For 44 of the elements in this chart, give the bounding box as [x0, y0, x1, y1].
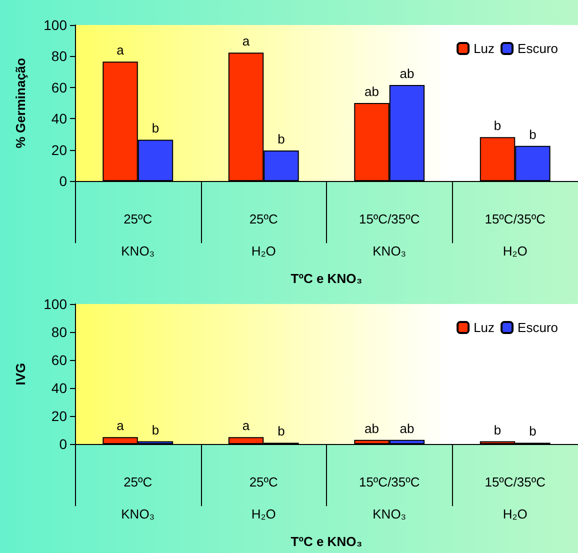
data-label: b: [529, 126, 536, 142]
y-tick-label: 40: [51, 380, 68, 396]
y-tick-label: 100: [44, 296, 68, 312]
y-tick-label: 100: [44, 17, 68, 33]
y-tick-label: 20: [51, 142, 68, 158]
y-tick-label: 0: [59, 436, 68, 452]
data-label: a: [242, 34, 250, 49]
y-tick-label: 60: [51, 352, 68, 368]
y-tick-label: 40: [51, 110, 68, 127]
category-label: 15ºC/35ºC H₂O: [484, 474, 546, 522]
data-label: ab: [364, 84, 380, 100]
y-tick-label: 0: [59, 173, 68, 190]
data-label: a: [116, 42, 125, 58]
data-label: b: [152, 422, 160, 438]
data-label: b: [278, 424, 285, 439]
data-label: b: [529, 424, 536, 439]
legend-label: Luz: [474, 41, 495, 56]
y-tick-label: 80: [51, 324, 68, 340]
data-label: b: [152, 120, 160, 136]
y-tick-label: 20: [51, 408, 68, 424]
legend-label: Escuro: [518, 320, 558, 335]
y-tick-label: 80: [51, 48, 68, 64]
category-label: 15ºC/35ºC KNO₃: [358, 212, 420, 259]
data-label: ab: [400, 66, 414, 81]
data-label: ab: [400, 420, 414, 436]
category-label: 25ºC KNO₃: [121, 474, 155, 522]
y-tick-label: 60: [51, 79, 68, 96]
category-label: 15ºC/35ºC KNO₃: [358, 474, 420, 522]
data-label: b: [494, 118, 502, 134]
data-label: ab: [364, 420, 380, 436]
category-label: 25ºC KNO₃: [121, 212, 155, 259]
category-label: 15ºC/35ºC H₂O: [484, 212, 546, 259]
legend-label: Luz: [474, 320, 495, 335]
data-label: a: [116, 418, 125, 434]
category-label: 25ºC H₂O: [249, 474, 278, 522]
data-label: b: [278, 132, 285, 147]
data-label: b: [494, 422, 502, 438]
x-axis-title: TºC e KNO₃: [290, 534, 362, 549]
legend-label: Escuro: [518, 41, 558, 56]
x-axis-title: TºC e KNO₃: [290, 271, 362, 286]
y-axis-title: % Germinação: [13, 58, 28, 148]
category-label: 25ºC H₂O: [249, 212, 278, 259]
y-axis-title: IVG: [13, 362, 28, 386]
data-label: a: [242, 418, 250, 434]
